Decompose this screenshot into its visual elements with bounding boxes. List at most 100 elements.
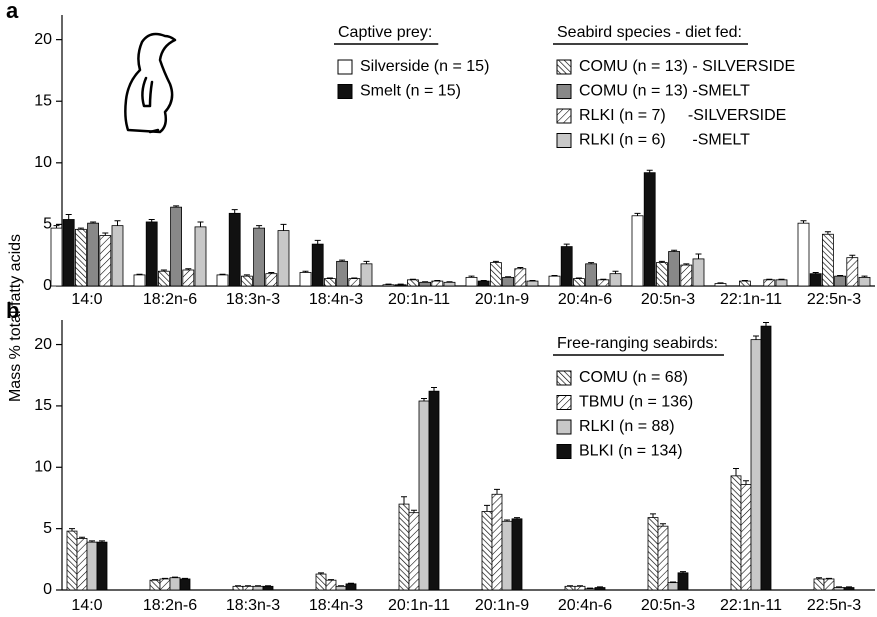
bar — [656, 263, 667, 286]
bar — [764, 280, 775, 286]
bar — [678, 573, 688, 590]
error-bar — [401, 497, 407, 504]
bar — [515, 269, 526, 286]
error-bar — [315, 240, 321, 244]
x-tick-label: 20:1n-11 — [388, 291, 450, 308]
x-tick-label: 18:2n-6 — [143, 291, 197, 308]
legend-label: Silverside (n = 15) — [360, 58, 489, 75]
bar — [409, 513, 419, 590]
bar — [75, 229, 86, 286]
bar — [183, 270, 194, 286]
bar — [336, 586, 346, 590]
bar — [100, 235, 111, 286]
error-bar — [232, 210, 238, 214]
bar — [346, 584, 356, 590]
bar — [278, 231, 289, 286]
x-tick-label: 20:5n-3 — [641, 597, 695, 614]
legend-swatch — [557, 85, 571, 99]
legend-label: COMU (n = 68) — [579, 369, 688, 386]
error-bar — [753, 336, 759, 340]
bar — [648, 518, 658, 590]
x-tick-label: 20:4n-6 — [558, 291, 612, 308]
bar — [835, 276, 846, 286]
bar — [859, 277, 870, 286]
bar — [512, 519, 522, 590]
bar — [243, 586, 253, 590]
bar — [300, 272, 311, 286]
y-tick-label: 10 — [34, 458, 52, 475]
error-bar — [281, 224, 287, 230]
bar — [598, 280, 609, 286]
bar — [399, 504, 409, 590]
y-tick-label: 20 — [34, 31, 52, 48]
y-tick-label: 5 — [43, 520, 52, 537]
y-tick-label: 15 — [34, 92, 52, 109]
bar — [478, 281, 489, 286]
error-bar — [484, 505, 490, 511]
bar — [824, 579, 834, 590]
y-tick-label: 0 — [43, 581, 52, 598]
panel-label: a — [6, 0, 19, 23]
bar — [171, 207, 182, 286]
bar — [739, 281, 750, 286]
legend-label: Smelt (n = 15) — [360, 83, 461, 100]
x-tick-label: 20:5n-3 — [641, 291, 695, 308]
bar — [134, 275, 145, 286]
bar — [751, 340, 761, 590]
legend-title: Captive prey: — [338, 24, 432, 41]
bar — [810, 274, 821, 286]
bar — [561, 247, 572, 286]
bar — [326, 580, 336, 590]
bar — [565, 586, 575, 590]
bar — [610, 274, 621, 286]
bar — [669, 252, 680, 286]
x-tick-label: 22:5n-3 — [807, 597, 861, 614]
bar — [158, 271, 169, 286]
error-bar — [733, 469, 739, 476]
legend-swatch — [557, 109, 571, 123]
x-tick-label: 22:1n-11 — [720, 291, 782, 308]
bar — [241, 276, 252, 286]
bar — [324, 279, 335, 286]
bar — [170, 578, 180, 590]
bar — [595, 588, 605, 590]
bar — [63, 219, 74, 286]
bar — [847, 258, 858, 286]
bar — [180, 579, 190, 590]
x-tick-label: 22:1n-11 — [720, 597, 782, 614]
bar — [419, 401, 429, 590]
legend-title: Seabird species - diet fed: — [557, 24, 742, 41]
bar — [229, 213, 240, 286]
legend-label: COMU (n = 13) -SMELT — [579, 83, 750, 100]
bar — [150, 580, 160, 590]
x-tick-label: 18:2n-6 — [143, 597, 197, 614]
x-tick-label: 18:3n-3 — [226, 291, 280, 308]
error-bar — [743, 481, 749, 485]
bar — [263, 586, 273, 590]
chart: 05101520aMass % total fatty acids14:018:… — [0, 0, 877, 617]
bar — [715, 284, 726, 286]
bar — [492, 494, 502, 590]
bar — [644, 173, 655, 286]
bar — [429, 391, 439, 590]
x-tick-label: 18:4n-3 — [309, 291, 363, 308]
bar — [731, 476, 741, 590]
x-tick-label: 22:5n-3 — [807, 291, 861, 308]
bar — [395, 285, 406, 286]
x-tick-label: 18:4n-3 — [309, 597, 363, 614]
bar — [549, 276, 560, 286]
legend-label: RLKI (n = 88) — [579, 418, 675, 435]
bar — [67, 531, 77, 590]
bar — [254, 228, 265, 286]
penguin-icon — [125, 34, 175, 132]
bar — [503, 277, 514, 286]
legend-swatch — [557, 60, 571, 74]
error-bar — [431, 388, 437, 392]
legend-label: BLKI (n = 134) — [579, 443, 683, 460]
legend-swatch — [557, 445, 571, 459]
bar — [482, 511, 492, 590]
y-tick-label: 10 — [34, 154, 52, 171]
error-bar — [115, 221, 121, 226]
bar — [844, 588, 854, 590]
bar — [160, 579, 170, 590]
